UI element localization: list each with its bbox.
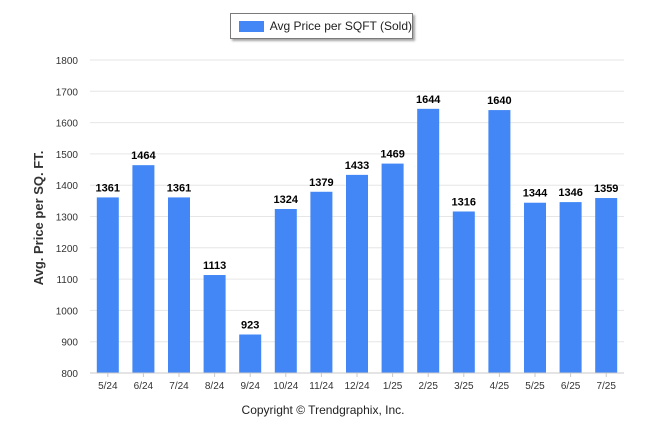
x-tick-label: 12/24	[344, 381, 369, 392]
x-axis: 5/24 6/24 7/24 8/24 9/24 10/24 11/24 12/24 1/25 2…	[90, 372, 624, 392]
bar[interactable]	[132, 165, 155, 373]
data-labels: 1361 1464 1361 1113 923 1324 1379 1433 1469 1644 1…	[96, 94, 619, 332]
bar[interactable]	[559, 202, 582, 373]
y-tick-label: 1100	[56, 275, 78, 286]
y-tick-label: 1700	[56, 87, 79, 98]
bar[interactable]	[274, 208, 297, 373]
y-tick-label: 900	[61, 338, 78, 349]
data-label: 1640	[487, 95, 511, 107]
y-tick-label: 1800	[56, 56, 79, 67]
data-label: 1644	[416, 94, 441, 106]
data-label: 1359	[594, 183, 618, 195]
bar[interactable]	[168, 197, 190, 373]
x-tick-label: 8/24	[205, 381, 225, 392]
data-label: 1361	[96, 182, 120, 194]
bar[interactable]	[203, 275, 226, 373]
x-tick-label: 11/24	[309, 381, 334, 392]
y-axis-title: Avg. Price per SQ. FT.	[31, 151, 46, 286]
bar-series	[96, 108, 618, 373]
data-label: 1344	[523, 188, 548, 200]
legend[interactable]: Avg Price per SQFT (Sold)	[230, 13, 413, 39]
x-tick-label: 10/24	[273, 381, 298, 392]
x-tick-label: 5/25	[525, 381, 545, 392]
y-axis: 800 900 1000 1100 1200 1300 1400 1500 1600 1700 18…	[56, 56, 79, 380]
bar[interactable]	[524, 202, 546, 373]
bar[interactable]	[417, 108, 440, 373]
bar[interactable]	[310, 191, 333, 373]
copyright-text: Copyright © Trendgraphix, Inc.	[241, 403, 405, 417]
data-label: 1469	[380, 149, 404, 161]
data-label: 1464	[131, 150, 156, 162]
data-label: 1316	[452, 196, 476, 208]
data-label: 1324	[274, 194, 299, 206]
y-tick-label: 1400	[56, 181, 79, 192]
bar[interactable]	[452, 211, 475, 373]
bar[interactable]	[96, 197, 119, 373]
x-tick-label: 9/24	[240, 381, 260, 392]
legend-label: Avg Price per SQFT (Sold)	[269, 19, 412, 33]
data-label: 1346	[558, 187, 582, 199]
bar[interactable]	[346, 174, 368, 373]
data-label: 923	[241, 320, 259, 332]
x-tick-label: 7/25	[596, 381, 616, 392]
y-tick-label: 1500	[56, 150, 79, 161]
x-tick-label: 7/24	[169, 381, 189, 392]
y-tick-label: 1600	[56, 119, 79, 130]
y-tick-label: 800	[61, 369, 78, 380]
legend-swatch	[239, 20, 264, 32]
y-tick-label: 1000	[56, 306, 79, 317]
bar[interactable]	[595, 198, 618, 373]
y-tick-label: 1300	[56, 213, 79, 224]
x-tick-label: 3/25	[454, 381, 474, 392]
x-tick-label: 6/25	[561, 381, 581, 392]
data-label: 1361	[167, 182, 191, 194]
bar[interactable]	[381, 163, 404, 373]
data-label: 1433	[345, 160, 369, 172]
bar[interactable]	[488, 110, 511, 373]
x-tick-label: 5/24	[98, 381, 118, 392]
x-tick-label: 2/25	[418, 381, 438, 392]
bar[interactable]	[239, 334, 262, 373]
x-tick-label: 4/25	[490, 381, 510, 392]
data-label: 1113	[203, 260, 226, 272]
x-tick-label: 6/24	[134, 381, 154, 392]
x-tick-label: 1/25	[383, 381, 403, 392]
y-tick-label: 1200	[56, 244, 79, 255]
data-label: 1379	[309, 177, 333, 189]
